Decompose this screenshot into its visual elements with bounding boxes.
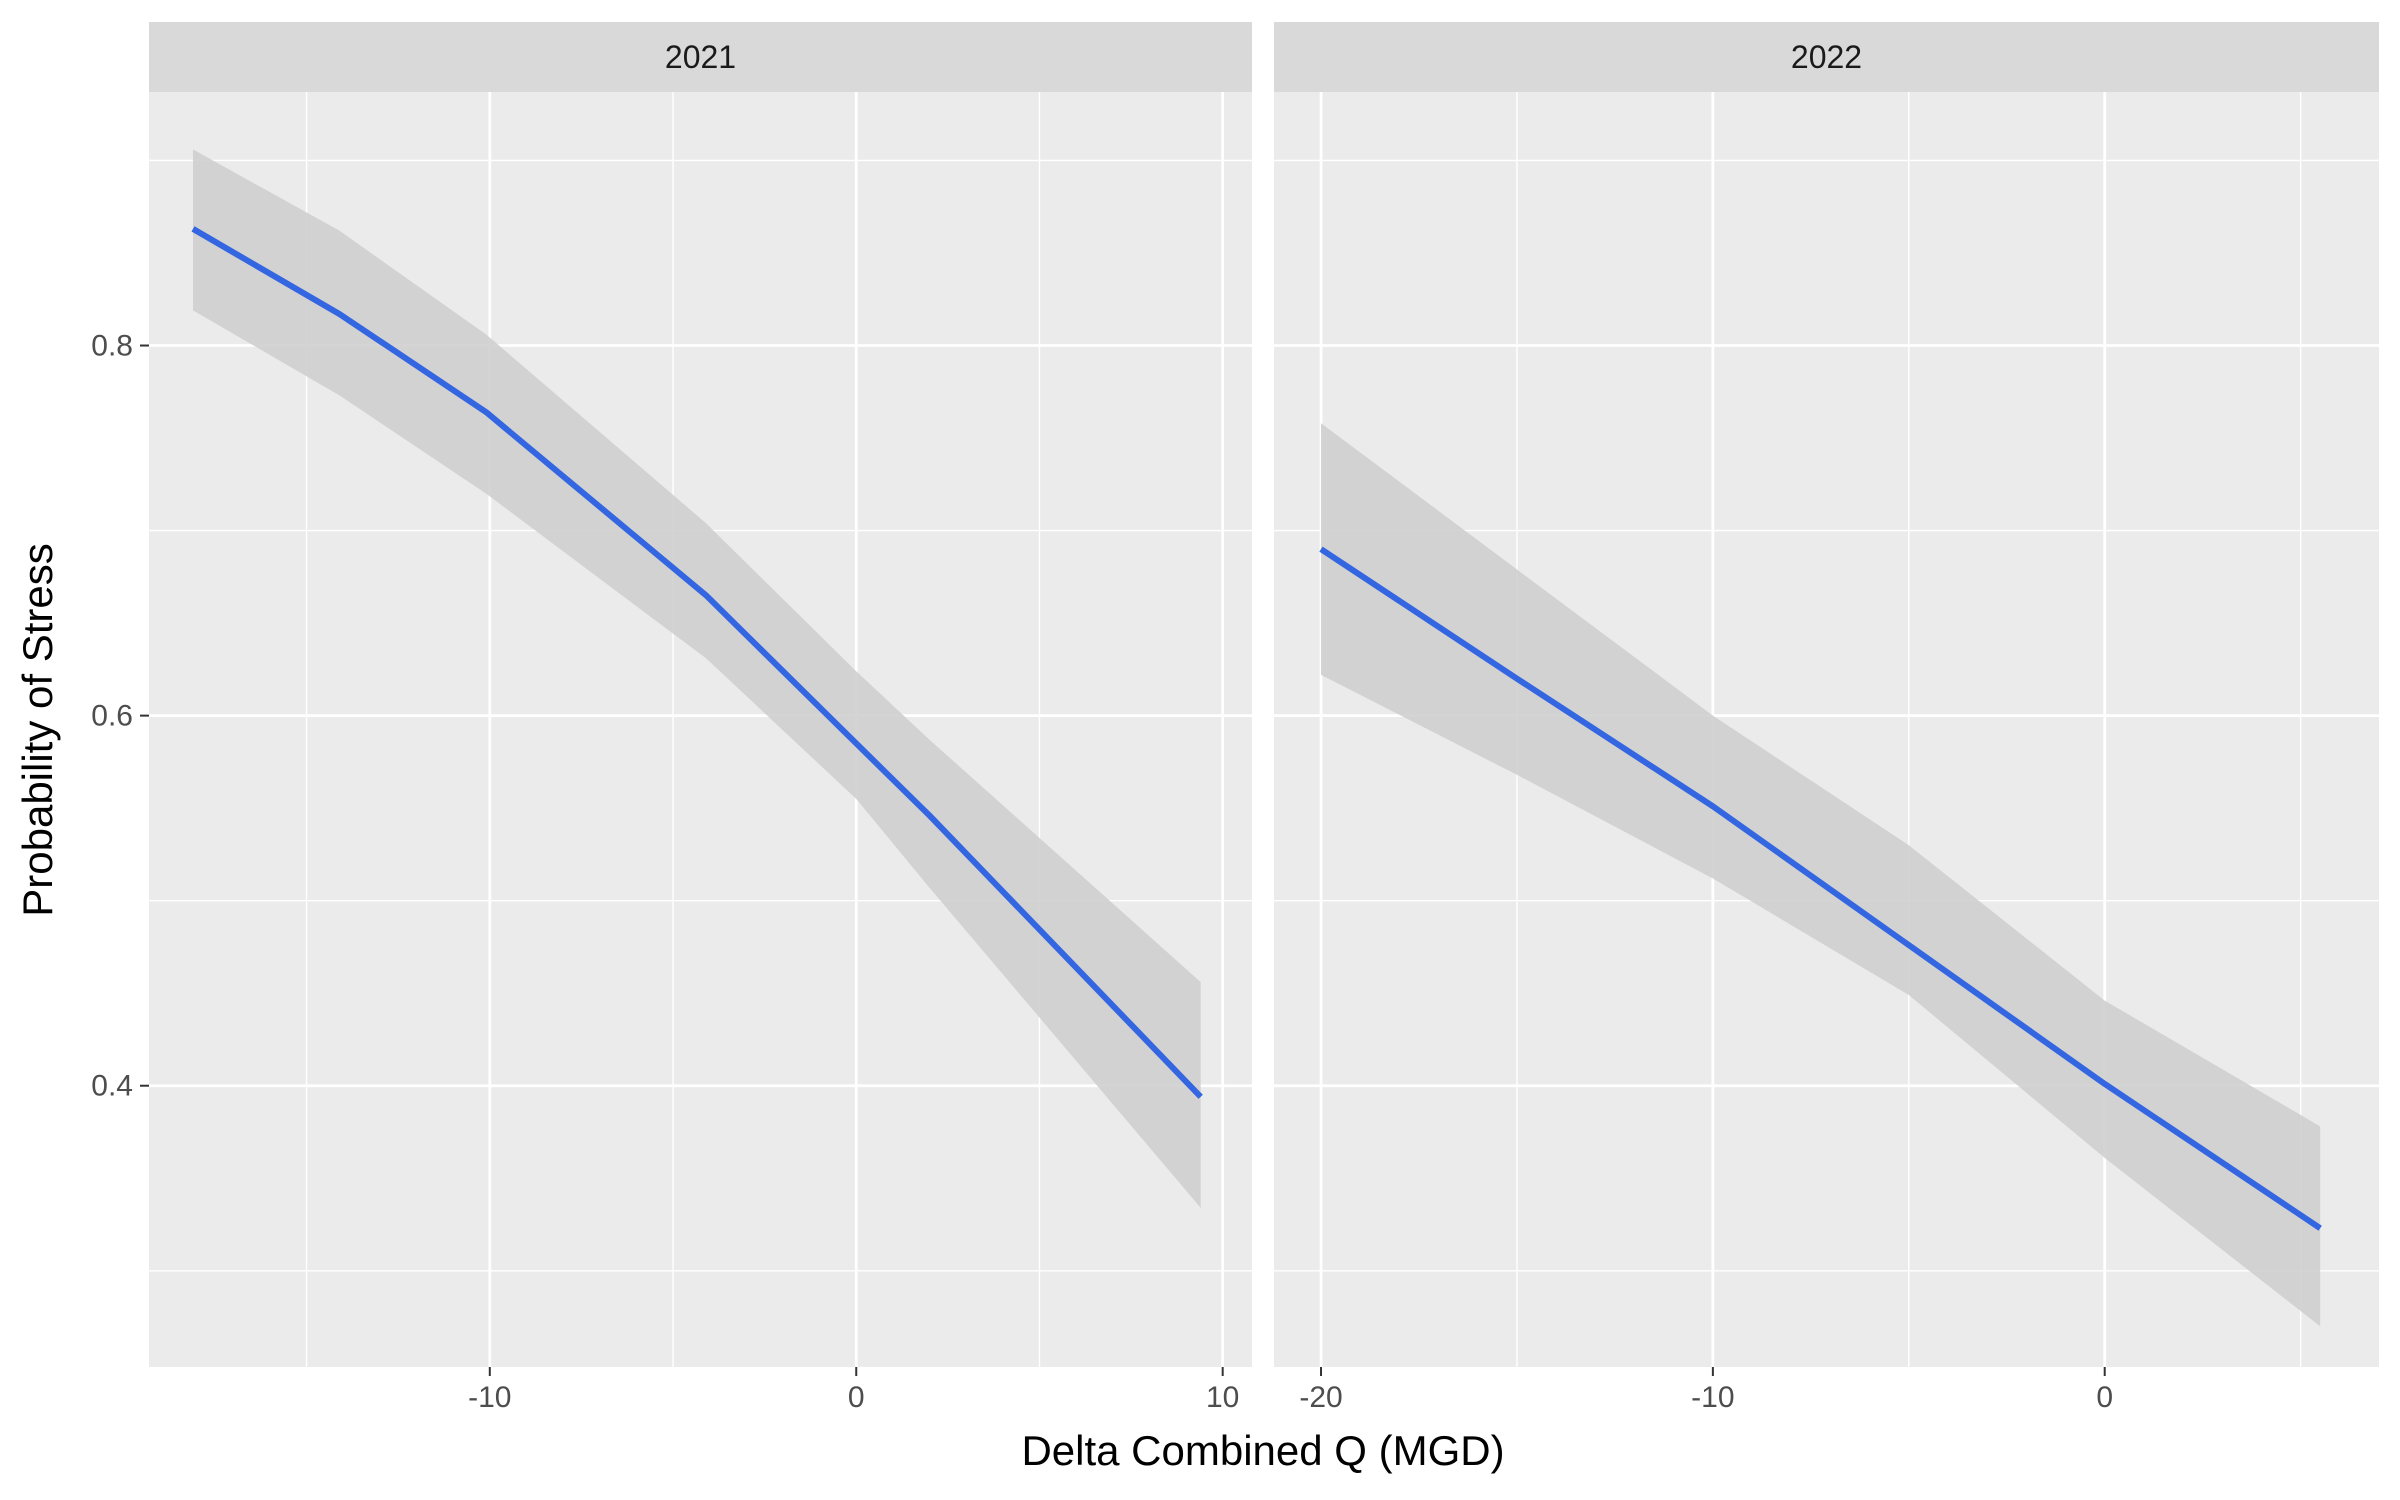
fitted-line [1319, 546, 2322, 1231]
fitted-line [191, 226, 1203, 1099]
x-tick-label: 0 [2096, 1381, 2113, 1414]
facet-strip [149, 22, 1252, 92]
x-tick-label: -10 [1691, 1381, 1734, 1414]
panel-2021: 2021 -10 0 10 [149, 22, 1252, 1414]
y-tick-label: 0.4 [91, 1070, 133, 1103]
facet-strip [1274, 22, 2379, 92]
facet-strip-label: 2021 [665, 39, 736, 75]
x-axis-title: Delta Combined Q (MGD) [1021, 1427, 1504, 1474]
x-tick-label: 10 [1206, 1381, 1239, 1414]
y-tick-label: 0.6 [91, 700, 133, 733]
x-tick-label: 0 [848, 1381, 865, 1414]
facet-strip-label: 2022 [1791, 39, 1862, 75]
y-axis-title: Probability of Stress [14, 543, 61, 917]
confidence-ribbon [193, 149, 1201, 1208]
x-tick-label: -20 [1299, 1381, 1342, 1414]
y-axis: 0.4 0.6 0.8 [91, 330, 149, 1103]
y-tick-label: 0.8 [91, 330, 133, 363]
panel-2022: 2022 -20 -10 0 [1274, 22, 2379, 1414]
confidence-ribbon [1321, 423, 2321, 1327]
chart-panels: 2021 -10 0 10 2022 -20 -10 0 [149, 22, 2379, 1414]
x-tick-label: -10 [468, 1381, 511, 1414]
